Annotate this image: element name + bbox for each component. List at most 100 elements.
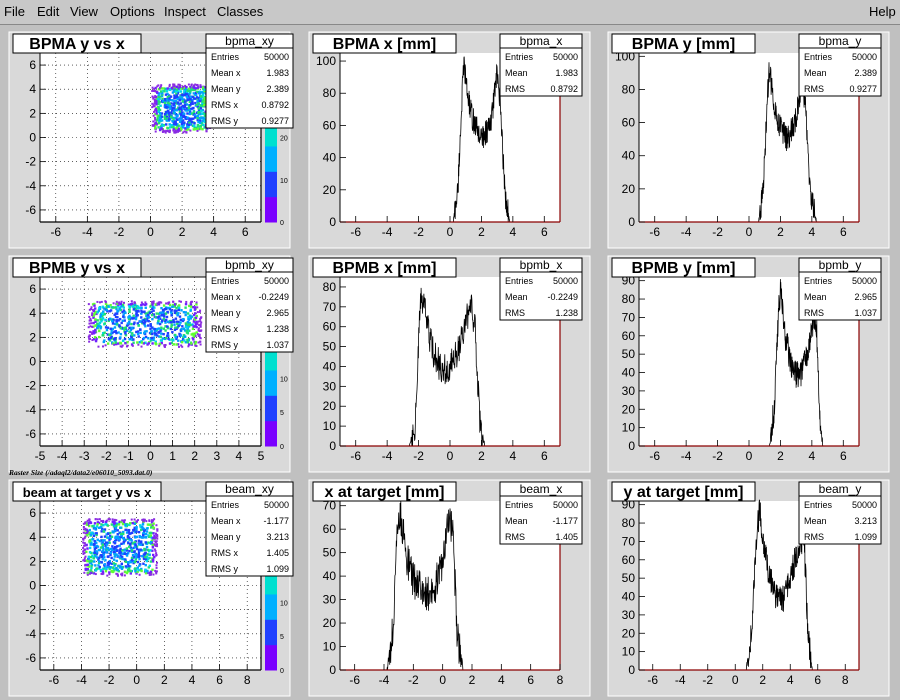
palette-cell [265, 598, 277, 603]
heatmap-cell [99, 546, 103, 549]
heatmap-cell [147, 557, 150, 560]
heatmap-cell [92, 524, 95, 528]
heatmap-cell [174, 335, 177, 339]
heatmap-cell [178, 315, 182, 318]
heatmap-cell [146, 569, 149, 573]
menu-classes[interactable]: Classes [217, 4, 264, 19]
heatmap-cell [160, 306, 163, 310]
stats-key: RMS [505, 308, 525, 318]
heatmap-cell [148, 553, 151, 556]
palette-cell [265, 179, 277, 185]
heatmap-cell [155, 334, 159, 337]
heatmap-cell [184, 100, 187, 103]
heatmap-cell [192, 110, 196, 113]
heatmap-cell [98, 325, 102, 328]
menu-options[interactable]: Options [110, 4, 155, 19]
menu-inspect[interactable]: Inspect [164, 4, 206, 19]
heatmap-cell [139, 543, 142, 546]
menu-view[interactable]: View [70, 4, 98, 19]
heatmap-cell [203, 112, 206, 115]
heatmap-cell [115, 300, 118, 303]
heatmap-cell [155, 553, 158, 556]
heatmap-cell [184, 109, 187, 112]
heatmap-cell [164, 343, 167, 346]
y-tick-label: 20 [323, 183, 337, 197]
heatmap-cell [198, 324, 201, 327]
heatmap-cell [98, 518, 101, 521]
heatmap-cell [190, 315, 194, 318]
heatmap-cell [114, 339, 117, 343]
heatmap-cell [179, 127, 183, 130]
heatmap-cell [143, 310, 146, 314]
heatmap-cell [120, 542, 123, 546]
stats-value: 1.238 [266, 324, 289, 334]
heatmap-cell [183, 89, 186, 93]
stats-key: Entries [505, 500, 534, 510]
heatmap-cell [118, 325, 122, 328]
menu-edit[interactable]: Edit [37, 4, 60, 19]
heatmap-cell [153, 555, 156, 559]
title-box [12, 481, 162, 502]
x-tick-label: 2 [179, 225, 186, 239]
y-tick-label: 0 [628, 663, 635, 677]
heatmap-cell [166, 104, 169, 107]
heatmap-cell [113, 552, 116, 555]
heatmap-cell [163, 90, 166, 93]
menu-file[interactable]: File [4, 4, 25, 19]
heatmap-cell [84, 544, 87, 547]
x-tick-label: -2 [413, 225, 424, 239]
heatmap-cell [140, 569, 143, 573]
heatmap-cell [113, 518, 116, 521]
heatmap-cell [175, 109, 178, 112]
heatmap-cell [125, 329, 129, 332]
heatmap-cell [110, 535, 114, 539]
heatmap-cell [149, 324, 153, 328]
heatmap-cell [138, 534, 141, 538]
heatmap-cell [95, 550, 98, 554]
y-tick-label: 50 [323, 340, 337, 354]
heatmap-cell [102, 331, 105, 335]
heatmap-cell [182, 336, 185, 339]
heatmap-cell [137, 552, 141, 556]
stats-value: 0.8792 [550, 84, 578, 94]
heatmap-cell [144, 532, 148, 536]
heatmap-cell [95, 532, 98, 535]
heatmap-cell [88, 572, 91, 575]
heatmap-cell [174, 129, 177, 132]
heatmap-cell [155, 552, 158, 555]
menu-help[interactable]: Help [869, 4, 896, 19]
heatmap-cell [196, 123, 200, 127]
heatmap-cell [195, 303, 198, 306]
stats-value: -1.177 [552, 516, 578, 526]
heatmap-cell [106, 546, 110, 550]
heatmap-cell [175, 131, 178, 134]
heatmap-cell [191, 95, 195, 99]
title-text: BPMB x [mm] [332, 260, 436, 277]
heatmap-cell [171, 99, 174, 102]
heatmap-cell [100, 539, 103, 542]
y-tick-label: 60 [323, 522, 337, 536]
heatmap-cell [90, 531, 93, 535]
heatmap-cell [92, 309, 95, 313]
heatmap-cell [89, 561, 93, 565]
heatmap-cell [197, 120, 200, 124]
